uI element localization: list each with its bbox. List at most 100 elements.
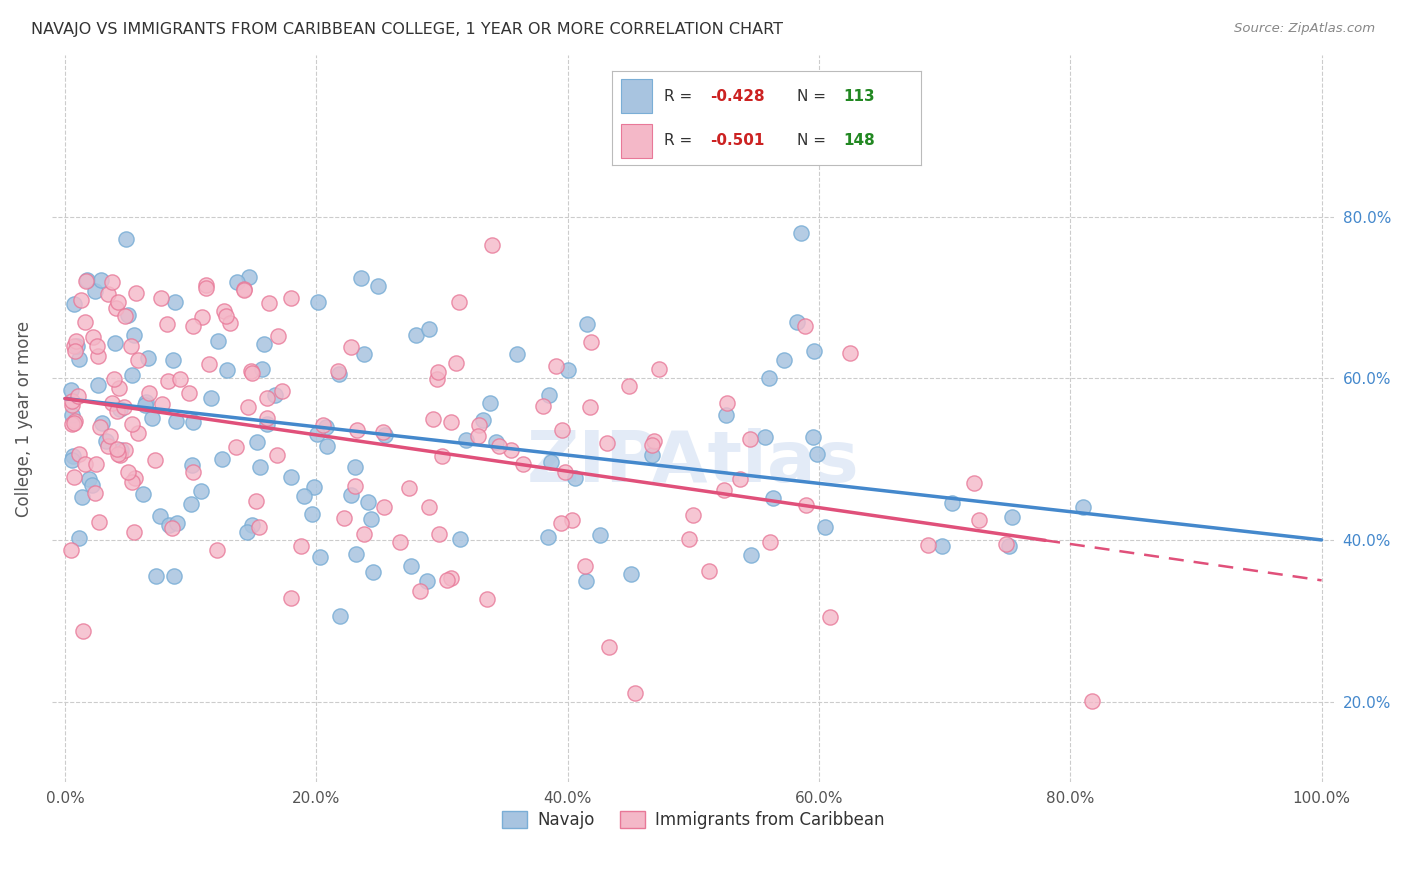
Point	[225, 275, 247, 289]
Point	[617, 379, 640, 393]
Legend: Navajo, Immigrants from Caribbean: Navajo, Immigrants from Caribbean	[496, 805, 891, 836]
Point	[266, 448, 288, 462]
Point	[561, 514, 583, 528]
Point	[485, 434, 508, 449]
Point	[1000, 509, 1022, 524]
Point	[236, 400, 259, 414]
Point	[105, 301, 128, 316]
Point	[60, 417, 83, 432]
Point	[124, 286, 146, 301]
Point	[86, 457, 108, 471]
Point	[110, 442, 132, 457]
Point	[63, 416, 86, 430]
Point	[472, 413, 495, 427]
Point	[180, 458, 202, 472]
Point	[793, 318, 815, 333]
Point	[108, 381, 131, 395]
Point	[416, 574, 439, 589]
Point	[596, 436, 619, 450]
Point	[432, 449, 454, 463]
Point	[447, 295, 470, 310]
Point	[156, 317, 179, 331]
Point	[60, 383, 83, 397]
Point	[162, 521, 184, 535]
Point	[333, 510, 356, 524]
Point	[115, 232, 138, 246]
Point	[150, 397, 173, 411]
Text: ZIPAtlas: ZIPAtlas	[527, 428, 859, 497]
Point	[138, 386, 160, 401]
Point	[544, 359, 567, 373]
Point	[307, 294, 329, 309]
Point	[758, 371, 780, 385]
Point	[246, 435, 269, 450]
Point	[105, 442, 128, 456]
Point	[87, 515, 110, 529]
Point	[63, 297, 86, 311]
Point	[1081, 694, 1104, 708]
Point	[360, 511, 382, 525]
Point	[292, 489, 315, 503]
Point	[343, 478, 366, 492]
Point	[941, 496, 963, 510]
Point	[697, 564, 720, 578]
Point	[150, 291, 173, 305]
Point	[97, 439, 120, 453]
Point	[772, 352, 794, 367]
Point	[62, 449, 84, 463]
Point	[112, 400, 135, 414]
Point	[134, 398, 156, 412]
Point	[114, 309, 136, 323]
Point	[67, 351, 90, 366]
Point	[346, 424, 368, 438]
Point	[87, 349, 110, 363]
Point	[818, 610, 841, 624]
Point	[740, 549, 762, 563]
Point	[121, 368, 143, 383]
Point	[145, 569, 167, 583]
Point	[512, 458, 534, 472]
Point	[316, 439, 339, 453]
Point	[620, 566, 643, 581]
Point	[181, 318, 204, 333]
Point	[180, 497, 202, 511]
Point	[762, 491, 785, 506]
Point	[531, 399, 554, 413]
Point	[124, 471, 146, 485]
Point	[418, 322, 440, 336]
Point	[60, 393, 83, 408]
Point	[240, 518, 263, 533]
Text: 113: 113	[844, 89, 875, 104]
Point	[439, 415, 461, 429]
Point	[67, 447, 90, 461]
Point	[389, 534, 412, 549]
Point	[249, 460, 271, 475]
Point	[998, 539, 1021, 553]
Point	[740, 432, 762, 446]
Point	[550, 516, 572, 530]
Point	[60, 408, 83, 422]
Point	[256, 391, 278, 405]
Point	[467, 429, 489, 443]
Point	[205, 542, 228, 557]
Point	[233, 283, 256, 297]
Point	[401, 559, 423, 574]
Point	[398, 481, 420, 495]
Point	[107, 448, 129, 462]
Point	[312, 418, 335, 433]
Point	[786, 315, 808, 329]
Point	[207, 334, 229, 348]
Point	[165, 414, 187, 428]
Point	[132, 486, 155, 500]
Point	[247, 520, 270, 534]
Point	[405, 327, 427, 342]
Point	[574, 558, 596, 573]
Point	[838, 346, 860, 360]
Point	[107, 295, 129, 310]
Point	[121, 475, 143, 490]
Point	[643, 434, 665, 449]
Point	[245, 494, 267, 508]
Point	[215, 309, 238, 323]
Point	[135, 394, 157, 409]
Point	[353, 527, 375, 541]
